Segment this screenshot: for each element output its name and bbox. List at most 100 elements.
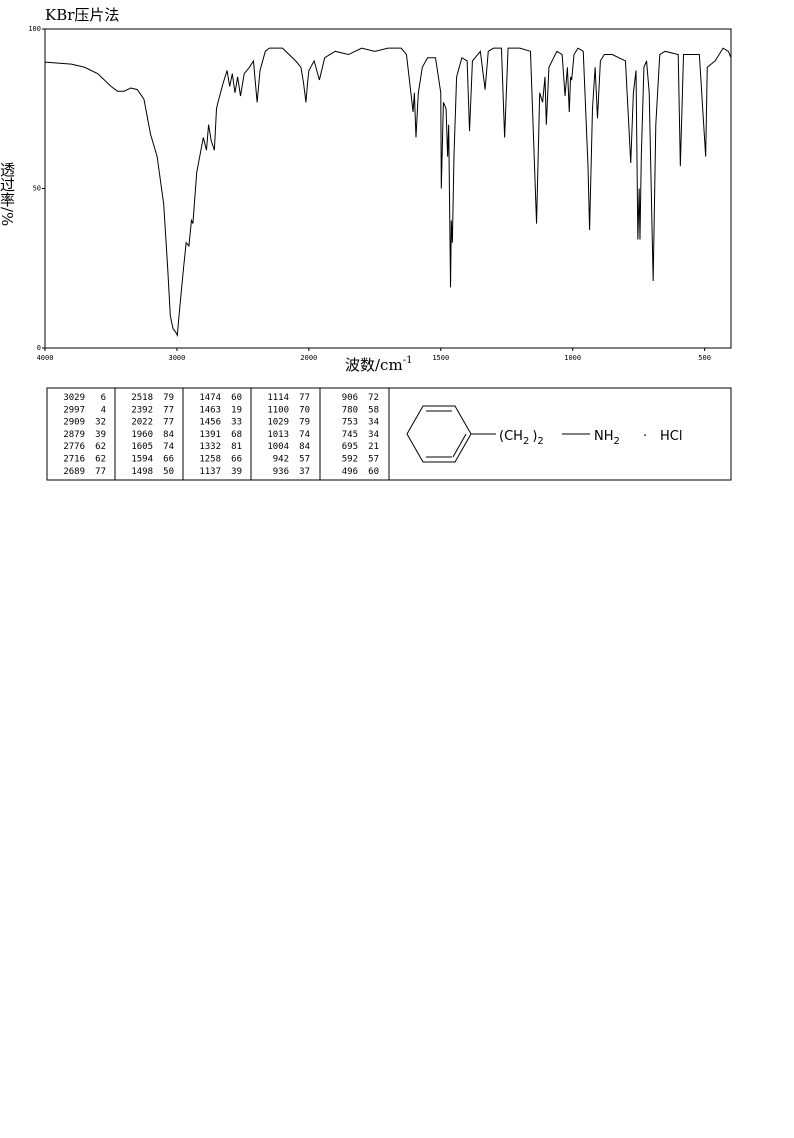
sub: 2 bbox=[537, 436, 543, 447]
peak-transmittance: 6 bbox=[101, 393, 106, 403]
x-tick-label: 2000 bbox=[300, 354, 317, 362]
hcl: HCl bbox=[660, 429, 682, 444]
x-tick-label: 500 bbox=[698, 354, 711, 362]
peak-transmittance: 84 bbox=[163, 430, 174, 440]
peak-wavenumber: 2022 bbox=[131, 418, 153, 428]
peak-transmittance: 58 bbox=[368, 405, 379, 415]
peak-wavenumber: 1137 bbox=[199, 467, 221, 477]
peak-wavenumber: 1258 bbox=[199, 455, 221, 465]
peak-transmittance: 66 bbox=[163, 455, 174, 465]
amine: NH2 · HCl bbox=[594, 429, 682, 448]
peak-wavenumber: 2909 bbox=[63, 418, 85, 428]
peak-transmittance: 77 bbox=[163, 405, 174, 415]
x-tick-label: 1000 bbox=[564, 354, 581, 362]
peak-wavenumber: 695 bbox=[342, 442, 358, 452]
ring bbox=[406, 405, 472, 463]
x-tick-label: 4000 bbox=[37, 354, 54, 362]
peak-wavenumber: 1004 bbox=[267, 442, 289, 452]
x-axis-label-sup: -1 bbox=[403, 355, 413, 366]
peak-wavenumber: 1391 bbox=[199, 430, 221, 440]
nh: NH bbox=[594, 429, 614, 444]
peak-transmittance: 79 bbox=[299, 418, 310, 428]
peak-wavenumber: 1100 bbox=[267, 405, 289, 415]
peak-wavenumber: 1013 bbox=[267, 430, 289, 440]
chain: (CH bbox=[499, 429, 523, 444]
peak-wavenumber: 1456 bbox=[199, 418, 221, 428]
peak-wavenumber: 936 bbox=[273, 467, 289, 477]
peak-wavenumber: 1332 bbox=[199, 442, 221, 452]
peak-transmittance: 34 bbox=[368, 430, 379, 440]
y-tick-label: 0 bbox=[37, 344, 41, 352]
peak-wavenumber: 1029 bbox=[267, 418, 289, 428]
peak-transmittance: 74 bbox=[163, 442, 174, 452]
x-axis-label: 波数/cm-1 bbox=[345, 355, 412, 374]
peak-transmittance: 74 bbox=[299, 430, 310, 440]
peak-wavenumber: 2518 bbox=[131, 393, 153, 403]
peak-wavenumber: 1463 bbox=[199, 405, 221, 415]
peak-transmittance: 50 bbox=[163, 467, 174, 477]
x-tick-label: 3000 bbox=[168, 354, 185, 362]
peak-transmittance: 60 bbox=[368, 467, 379, 477]
peak-wavenumber: 942 bbox=[273, 455, 289, 465]
y-axis-label: 透过率/% bbox=[0, 162, 16, 226]
peak-wavenumber: 2879 bbox=[63, 430, 85, 440]
peak-wavenumber: 906 bbox=[342, 393, 358, 403]
peak-transmittance: 70 bbox=[299, 405, 310, 415]
peak-transmittance: 62 bbox=[95, 442, 106, 452]
peak-wavenumber: 1594 bbox=[131, 455, 153, 465]
peak-wavenumber: 780 bbox=[342, 405, 358, 415]
peak-transmittance: 79 bbox=[163, 393, 174, 403]
peak-wavenumber: 1114 bbox=[267, 393, 289, 403]
benzene-ring bbox=[406, 405, 590, 463]
peak-transmittance: 62 bbox=[95, 455, 106, 465]
peak-transmittance: 77 bbox=[95, 467, 106, 477]
double-bond bbox=[452, 433, 467, 458]
peak-transmittance: 72 bbox=[368, 393, 379, 403]
dot: · bbox=[643, 429, 647, 444]
peak-wavenumber: 753 bbox=[342, 418, 358, 428]
peak-transmittance: 39 bbox=[231, 467, 242, 477]
peak-wavenumber: 592 bbox=[342, 455, 358, 465]
plot-frame bbox=[44, 28, 732, 349]
x-axis-label-main: 波数/cm bbox=[345, 356, 403, 374]
peak-wavenumber: 745 bbox=[342, 430, 358, 440]
peak-transmittance: 81 bbox=[231, 442, 242, 452]
peak-transmittance: 77 bbox=[299, 393, 310, 403]
peak-transmittance: 66 bbox=[231, 455, 242, 465]
peak-wavenumber: 1960 bbox=[131, 430, 153, 440]
peak-wavenumber: 1605 bbox=[131, 442, 153, 452]
spectrum-line bbox=[44, 47, 732, 337]
peak-wavenumber: 496 bbox=[342, 467, 358, 477]
structure-formula: (CH2)2 bbox=[499, 429, 544, 447]
peak-transmittance: 57 bbox=[368, 455, 379, 465]
peak-wavenumber: 1498 bbox=[131, 467, 153, 477]
peak-transmittance: 84 bbox=[299, 442, 310, 452]
y-tick-label: 100 bbox=[28, 25, 41, 33]
peak-transmittance: 19 bbox=[231, 405, 242, 415]
peak-wavenumber: 2716 bbox=[63, 455, 85, 465]
peak-transmittance: 33 bbox=[231, 418, 242, 428]
peak-transmittance: 68 bbox=[231, 430, 242, 440]
sub: 2 bbox=[523, 436, 529, 447]
x-tick-label: 1500 bbox=[432, 354, 449, 362]
peak-transmittance: 32 bbox=[95, 418, 106, 428]
peak-transmittance: 60 bbox=[231, 393, 242, 403]
table-dividers bbox=[114, 388, 390, 480]
peak-wavenumber: 2776 bbox=[63, 442, 85, 452]
peak-wavenumber: 2689 bbox=[63, 467, 85, 477]
peak-transmittance: 77 bbox=[163, 418, 174, 428]
chart-title: KBr压片法 bbox=[45, 6, 119, 24]
y-tick-label: 50 bbox=[33, 185, 41, 193]
peak-transmittance: 57 bbox=[299, 455, 310, 465]
peak-wavenumber: 1474 bbox=[199, 393, 221, 403]
peak-wavenumber: 3029 bbox=[63, 393, 85, 403]
peak-transmittance: 37 bbox=[299, 467, 310, 477]
peak-transmittance: 39 bbox=[95, 430, 106, 440]
paren: ) bbox=[532, 429, 537, 444]
peak-transmittance: 34 bbox=[368, 418, 379, 428]
peak-wavenumber: 2997 bbox=[63, 405, 85, 415]
peak-transmittance: 21 bbox=[368, 442, 379, 452]
peak-transmittance: 4 bbox=[101, 405, 106, 415]
